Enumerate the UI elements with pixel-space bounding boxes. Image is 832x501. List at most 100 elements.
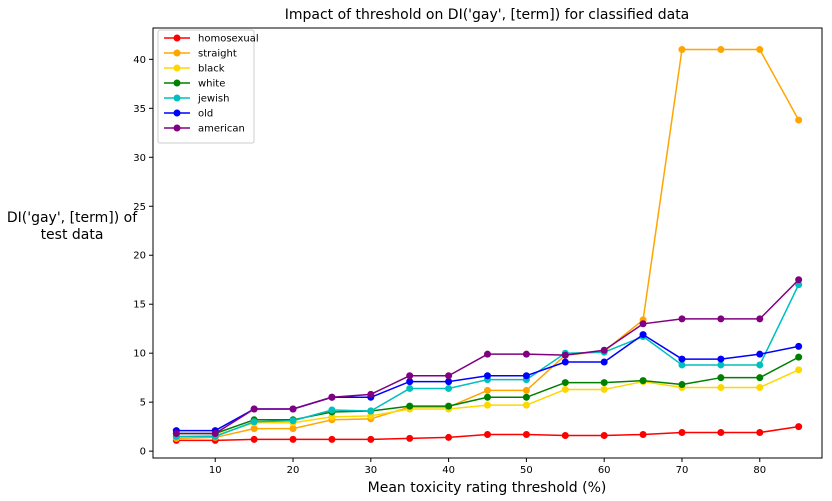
data-point-homosexual: [484, 430, 491, 438]
x-tick-label: 60: [598, 465, 611, 476]
data-point-old: [406, 378, 414, 386]
data-point-jewish: [328, 406, 336, 414]
data-point-white: [561, 379, 569, 387]
y-tick-label: 30: [133, 153, 146, 164]
legend-label-black: black: [198, 64, 225, 75]
data-point-jewish: [445, 384, 453, 392]
data-point-white: [522, 393, 530, 401]
data-point-american: [678, 315, 686, 323]
data-point-jewish: [795, 281, 803, 289]
data-point-old: [639, 331, 647, 339]
data-point-old: [756, 350, 764, 358]
data-point-black: [561, 385, 569, 393]
data-point-jewish: [678, 361, 686, 369]
data-point-old: [717, 355, 725, 363]
plot-area: 10 20 30 40 50 60 70 80 0 5 10 15 20 25 30 35 40: [133, 46, 803, 476]
data-point-jewish: [756, 361, 764, 369]
legend-item-black: black: [164, 64, 225, 75]
y-tick-label: 35: [133, 104, 146, 115]
data-point-american: [756, 315, 764, 323]
data-point-american: [484, 350, 491, 358]
legend-item-white: white: [164, 79, 225, 90]
data-point-homosexual: [678, 429, 686, 437]
data-point-homosexual: [445, 433, 453, 441]
data-point-old: [522, 372, 530, 380]
data-point-homosexual: [639, 430, 647, 438]
data-point-black: [367, 412, 375, 420]
legend-box: [157, 29, 255, 144]
legend-label-jewish: jewish: [197, 94, 229, 105]
data-point-black: [328, 413, 336, 421]
legend-marker-black: [173, 64, 181, 72]
data-point-white: [445, 402, 453, 410]
data-point-white: [795, 353, 803, 361]
data-point-black: [522, 401, 530, 409]
data-point-jewish: [406, 384, 414, 392]
legend-item-straight: straight: [164, 49, 237, 60]
x-tick-label: 10: [209, 465, 222, 476]
data-point-white: [678, 381, 686, 389]
legend-item-jewish: jewish: [164, 94, 229, 105]
x-axis-label: Mean toxicity rating threshold (%): [368, 480, 607, 496]
y-tick-label: 25: [133, 202, 146, 213]
data-point-white: [406, 402, 414, 410]
data-point-homosexual: [717, 429, 725, 437]
x-tick-label: 70: [676, 465, 689, 476]
data-point-american: [328, 393, 336, 401]
data-point-american: [600, 346, 608, 354]
data-point-old: [561, 358, 569, 366]
data-point-straight: [717, 46, 725, 54]
series-american: [172, 276, 803, 438]
plot-frame: [152, 27, 823, 459]
y-tick-label: 0: [140, 447, 146, 458]
chart-title: Impact of threshold on DI('gay', [term])…: [285, 7, 690, 23]
data-point-american: [445, 372, 453, 380]
data-point-american: [522, 350, 530, 358]
y-tick-label: 15: [133, 300, 146, 311]
data-point-white: [600, 379, 608, 387]
data-point-straight: [289, 425, 297, 433]
legend-marker-old: [173, 109, 181, 117]
data-point-old: [795, 342, 803, 350]
data-point-homosexual: [756, 429, 764, 437]
data-point-american: [561, 351, 569, 359]
legend-label-american: american: [198, 124, 245, 135]
data-point-american: [250, 405, 258, 413]
data-point-old: [600, 358, 608, 366]
legend-marker-white: [173, 79, 181, 87]
legend-item-american: american: [164, 124, 245, 135]
data-point-black: [756, 383, 764, 391]
data-point-homosexual: [406, 434, 414, 442]
data-point-old: [678, 355, 686, 363]
data-point-homosexual: [328, 435, 336, 443]
legend-marker-jewish: [173, 94, 181, 102]
legend-marker-straight: [173, 49, 181, 57]
legend-label-homosexual: homosexual: [198, 34, 259, 45]
data-point-homosexual: [795, 423, 803, 431]
data-point-black: [484, 401, 491, 409]
x-tick-label: 80: [753, 465, 766, 476]
data-point-old: [484, 372, 491, 380]
x-tick-label: 50: [520, 465, 533, 476]
x-tick-label: 30: [364, 465, 377, 476]
data-point-black: [600, 385, 608, 393]
data-point-american: [367, 390, 375, 398]
data-point-black: [795, 366, 803, 374]
x-tick-label: 40: [442, 465, 455, 476]
data-point-homosexual: [250, 435, 258, 443]
legend-item-old: old: [164, 109, 213, 120]
data-point-homosexual: [561, 431, 569, 439]
data-point-american: [406, 372, 414, 380]
data-point-straight: [484, 386, 491, 394]
data-point-american: [211, 430, 219, 438]
data-point-homosexual: [522, 430, 530, 438]
x-tick-label: 20: [287, 465, 300, 476]
data-point-homosexual: [289, 435, 297, 443]
data-point-american: [172, 430, 180, 438]
data-point-american: [717, 315, 725, 323]
data-point-white: [639, 377, 647, 385]
data-point-american: [795, 276, 803, 284]
legend-label-straight: straight: [198, 49, 237, 60]
